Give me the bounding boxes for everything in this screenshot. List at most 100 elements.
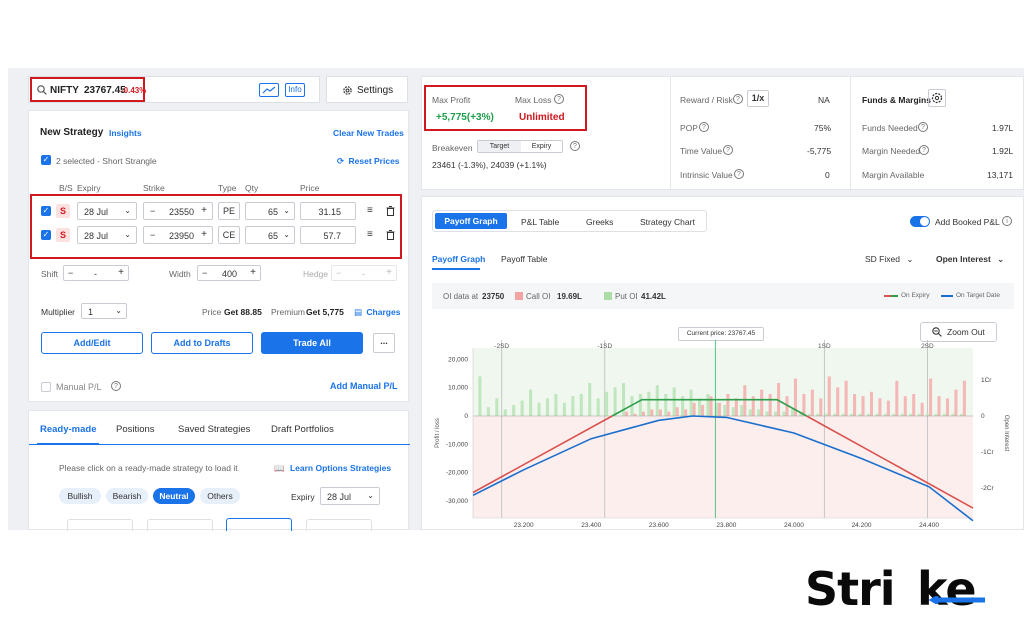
readymade-hint: Please click on a ready-made strategy to… [59,463,238,473]
leg-strike-stepper[interactable]: − 23550 + [143,202,213,220]
plus-icon[interactable]: + [118,267,124,278]
hedge-stepper[interactable]: − - + [331,265,397,281]
leg-side-badge[interactable]: S [56,204,70,218]
symbol-name[interactable]: NIFTY [50,85,79,96]
tab-payoff-graph[interactable]: Payoff Graph [435,213,507,229]
strategy-card[interactable] [306,519,372,531]
leg-qty-select[interactable]: 65 ⌄ [245,202,295,220]
add-to-drafts-button[interactable]: Add to Drafts [151,332,253,354]
leg-expiry-select[interactable]: 28 Jul ⌄ [77,202,137,220]
leg-checkbox[interactable]: ✓ [41,206,51,216]
minus-icon[interactable]: − [336,268,342,278]
clear-trades-link[interactable]: Clear New Trades [333,128,404,138]
highlight-symbol [30,77,145,102]
max-profit-value: +5,775(+3%) [436,112,494,123]
width-stepper[interactable]: − 400 + [197,265,261,281]
tab-positions[interactable]: Positions [116,424,155,435]
put-oi-bar [816,413,820,416]
leg-type[interactable]: PE [218,202,240,220]
breakeven-toggle[interactable]: Target Expiry [477,140,563,153]
leg-side-badge[interactable]: S [56,228,70,242]
intrinsic-value: 0 [825,170,830,180]
plus-icon[interactable]: + [201,205,207,216]
plus-icon[interactable]: + [201,229,207,240]
be-expiry-option[interactable]: Expiry [531,143,552,150]
tab-ready-made[interactable]: Ready-made [40,424,97,435]
trade-all-button[interactable]: Trade All [261,332,363,354]
plus-icon[interactable]: + [386,267,392,278]
chevron-down-icon: ⌄ [283,230,290,239]
subtab-payoff-graph[interactable]: Payoff Graph [432,254,486,264]
put-oi-bar [562,402,566,416]
reset-prices-button[interactable]: ⟳ Reset Prices [337,156,400,167]
add-manual-pl-link[interactable]: Add Manual P/L [330,381,398,391]
tab-pl-table[interactable]: P&L Table [521,217,560,227]
filter-bearish[interactable]: Bearish [106,488,148,504]
expiry-value: 28 Jul [327,492,352,502]
leg-options-icon[interactable]: ≡ [367,229,373,240]
strategy-card[interactable] [67,519,133,531]
leg-price-input[interactable]: 57.7 [300,226,356,244]
settings-button[interactable]: Settings [326,76,408,103]
zoom-out-button[interactable]: Zoom Out [920,322,997,342]
funds-settings-button[interactable] [928,89,946,107]
reset-prices-label: Reset Prices [348,156,400,166]
leg-type[interactable]: CE [218,226,240,244]
strategy-card[interactable] [226,518,292,531]
filter-bullish[interactable]: Bullish [59,488,101,504]
more-options-button[interactable]: ... [373,333,395,353]
y-tick-label: -30,000 [446,498,468,505]
sd-fixed-select[interactable]: SD Fixed ⌄ [865,254,913,265]
call-oi-bar [760,389,764,416]
put-oi-bar [740,405,744,416]
add-edit-button[interactable]: Add/Edit [41,332,143,354]
minus-icon[interactable]: − [150,206,156,216]
put-oi-bar [892,413,896,416]
leg-expiry-select[interactable]: 28 Jul ⌄ [77,226,137,244]
filter-neutral[interactable]: Neutral [153,488,195,504]
subtab-payoff-table[interactable]: Payoff Table [501,254,548,264]
tab-saved-strategies[interactable]: Saved Strategies [178,424,251,435]
reward-risk-toggle[interactable]: 1/x [747,90,769,107]
expiry-select[interactable]: 28 Jul ⌄ [320,487,380,505]
chart-icon[interactable] [259,83,279,97]
put-oi-bar [681,396,685,416]
tab-greeks[interactable]: Greeks [586,217,614,227]
tab-draft-portfolios[interactable]: Draft Portfolios [271,424,334,435]
strategy-card[interactable] [147,519,213,531]
insights-link[interactable]: Insights [109,128,142,138]
put-oi-bar [875,413,879,416]
sd-label: -1SD [597,343,612,350]
info-button[interactable]: Info [285,83,305,97]
leg-strike-value: 23950 [169,231,195,241]
minus-icon[interactable]: − [202,268,208,278]
leg-strike-stepper[interactable]: − 23950 + [143,226,213,244]
add-booked-toggle[interactable] [910,216,930,227]
leg-checkbox[interactable]: ✓ [41,230,51,240]
charges-link[interactable]: ▤ Charges [354,307,400,318]
leg-qty-select[interactable]: 65 ⌄ [245,226,295,244]
trash-icon[interactable] [386,230,395,243]
shift-stepper[interactable]: − - + [63,265,129,281]
multiplier-select[interactable]: 1 ⌄ [81,303,127,319]
put-oi-bar [495,398,499,416]
open-interest-select[interactable]: Open Interest ⌄ [936,254,1004,265]
trash-icon[interactable] [386,206,395,219]
manual-pl-checkbox[interactable] [41,382,51,392]
put-oi-bar [630,396,634,416]
tab-strategy-chart[interactable]: Strategy Chart [640,217,695,227]
help-icon: ? [919,145,929,155]
learn-strategies-link[interactable]: 📖 Learn Options Strategies [274,463,391,474]
price-label: Price [202,307,222,317]
selected-summary: 2 selected - Short Strangle [56,156,157,166]
leg-options-icon[interactable]: ≡ [367,205,373,216]
sd-label: -2SD [494,343,509,350]
select-all-checkbox[interactable]: ✓ [41,155,51,165]
plus-icon[interactable]: + [250,267,256,278]
leg-price-input[interactable]: 31.15 [300,202,356,220]
minus-icon[interactable]: − [150,230,156,240]
filter-others[interactable]: Others [200,488,240,504]
leg-price-value: 57.7 [323,231,341,241]
minus-icon[interactable]: − [68,268,74,278]
be-target-option[interactable]: Target [478,141,521,152]
